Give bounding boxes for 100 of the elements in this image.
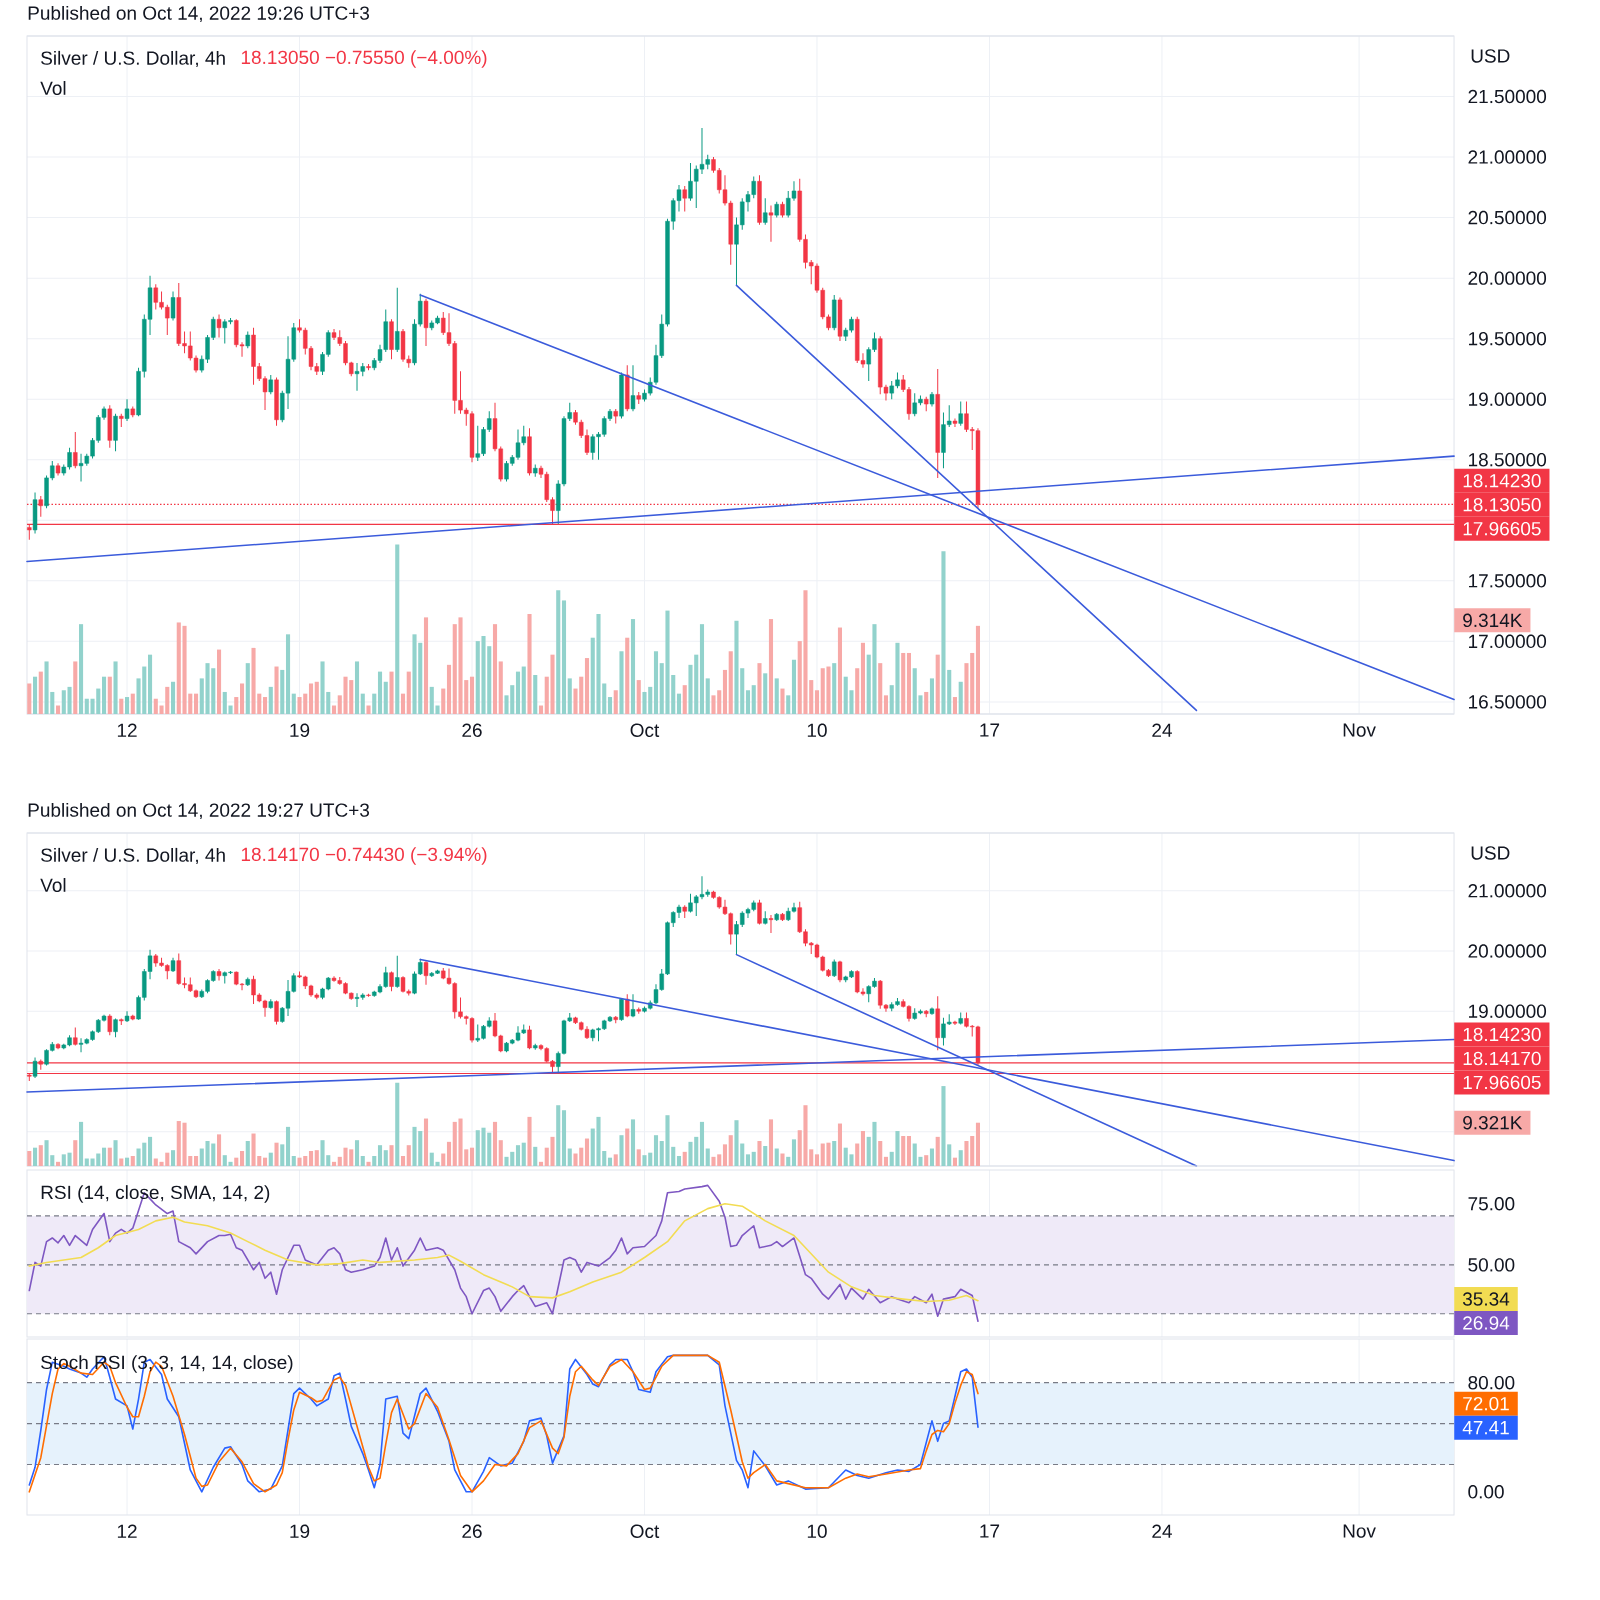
bar bbox=[446, 1141, 452, 1166]
bar bbox=[935, 654, 940, 714]
candlestick bbox=[113, 1017, 118, 1038]
bar bbox=[498, 1140, 503, 1166]
bar bbox=[929, 1148, 935, 1166]
bar bbox=[73, 661, 78, 714]
x-tick-label: Nov bbox=[1343, 723, 1376, 737]
bar bbox=[975, 1122, 981, 1166]
bar bbox=[314, 1150, 319, 1166]
y-tick-label: 20.00000 bbox=[1468, 944, 1547, 958]
bar bbox=[193, 1156, 199, 1166]
y-tick-label: 16.50000 bbox=[1469, 695, 1547, 709]
ref-line-label: 17.96605 bbox=[1463, 1075, 1541, 1090]
bar bbox=[515, 671, 521, 714]
bar bbox=[682, 685, 687, 714]
ref-line-label: 18.13050 bbox=[1463, 498, 1541, 512]
bar bbox=[774, 1148, 779, 1166]
bar bbox=[395, 1082, 400, 1166]
candlestick bbox=[757, 899, 762, 926]
bar bbox=[377, 671, 383, 714]
bar bbox=[406, 1145, 411, 1166]
bar bbox=[55, 1161, 61, 1166]
text: 18.13050 −0.75550 (−4.00%) bbox=[241, 50, 487, 68]
bar bbox=[239, 1151, 245, 1166]
bar bbox=[170, 681, 176, 714]
bar bbox=[699, 1121, 705, 1166]
bar bbox=[423, 1118, 429, 1166]
y-tick-label: 19.00000 bbox=[1469, 1004, 1547, 1018]
bar bbox=[147, 654, 153, 714]
x-tick-label: 17 bbox=[980, 1524, 1000, 1538]
text: 9.321K bbox=[1463, 1115, 1523, 1130]
bar bbox=[607, 1157, 613, 1166]
bar bbox=[929, 678, 935, 714]
bar bbox=[32, 1147, 38, 1166]
bar bbox=[285, 1126, 291, 1166]
bar bbox=[527, 1116, 532, 1166]
line-series bbox=[28, 1184, 979, 1323]
y-tick-label: 21.50000 bbox=[1468, 89, 1547, 104]
bar bbox=[262, 697, 268, 714]
bar bbox=[763, 1146, 768, 1166]
bar bbox=[291, 1156, 296, 1166]
bar bbox=[780, 688, 785, 714]
x-tick-label: 24 bbox=[1152, 1524, 1172, 1538]
bar bbox=[924, 691, 929, 714]
candlestick bbox=[107, 1013, 112, 1036]
bar bbox=[285, 634, 291, 714]
bar bbox=[786, 1156, 791, 1166]
bar bbox=[814, 1154, 820, 1166]
y-tick-label: 0.00 bbox=[1468, 1485, 1504, 1499]
bar bbox=[280, 1144, 285, 1166]
ref-line-label: 17.96605 bbox=[1463, 521, 1541, 536]
text: 72.01 bbox=[1463, 1396, 1509, 1411]
bar bbox=[521, 1142, 526, 1166]
candlestick bbox=[73, 431, 78, 469]
x-tick-label: 19 bbox=[290, 723, 310, 737]
bar bbox=[395, 544, 400, 714]
text: Silver / U.S. Dollar, 4h bbox=[41, 50, 225, 68]
bar bbox=[791, 659, 797, 714]
bar bbox=[372, 693, 377, 714]
bar bbox=[935, 1136, 940, 1166]
bar bbox=[556, 590, 561, 714]
bar bbox=[728, 1135, 733, 1166]
bar bbox=[234, 697, 239, 714]
y-tick-label: 20.50000 bbox=[1468, 210, 1547, 225]
bar bbox=[119, 698, 124, 714]
bar bbox=[722, 1144, 728, 1166]
bar bbox=[101, 676, 107, 714]
text: 9.314K bbox=[1463, 613, 1523, 628]
bar bbox=[441, 1153, 446, 1166]
bar bbox=[584, 1138, 590, 1166]
bar bbox=[906, 652, 912, 714]
chart-title: Vol bbox=[40, 878, 66, 892]
candlestick bbox=[268, 374, 273, 395]
x-tick-label: 19 bbox=[290, 1524, 310, 1538]
candlestick bbox=[395, 955, 400, 989]
x-tick-label: 12 bbox=[117, 723, 137, 737]
bar bbox=[745, 690, 751, 714]
y-tick-label: 80.00 bbox=[1468, 1375, 1515, 1390]
bar bbox=[653, 651, 659, 714]
bar bbox=[653, 1135, 659, 1166]
bar bbox=[625, 1128, 630, 1166]
bar bbox=[55, 705, 61, 714]
y-tick-label: 17.00000 bbox=[1469, 634, 1547, 649]
text: RSI (14, close, SMA, 14, 2) bbox=[41, 1185, 270, 1203]
bar bbox=[73, 1140, 78, 1166]
x-tick-label: 26 bbox=[462, 1524, 482, 1538]
bar bbox=[619, 1135, 624, 1166]
bar bbox=[791, 1139, 797, 1166]
bar bbox=[607, 697, 613, 714]
y-axis-title: USD bbox=[1471, 49, 1510, 63]
bar bbox=[682, 1151, 687, 1166]
bar bbox=[728, 651, 733, 714]
bar bbox=[860, 1131, 866, 1166]
bar bbox=[515, 1145, 521, 1166]
bar bbox=[377, 1145, 383, 1166]
bar bbox=[832, 663, 837, 714]
bar bbox=[538, 705, 544, 714]
bar bbox=[274, 1142, 279, 1166]
candlestick bbox=[768, 914, 774, 934]
bar bbox=[924, 1155, 929, 1166]
